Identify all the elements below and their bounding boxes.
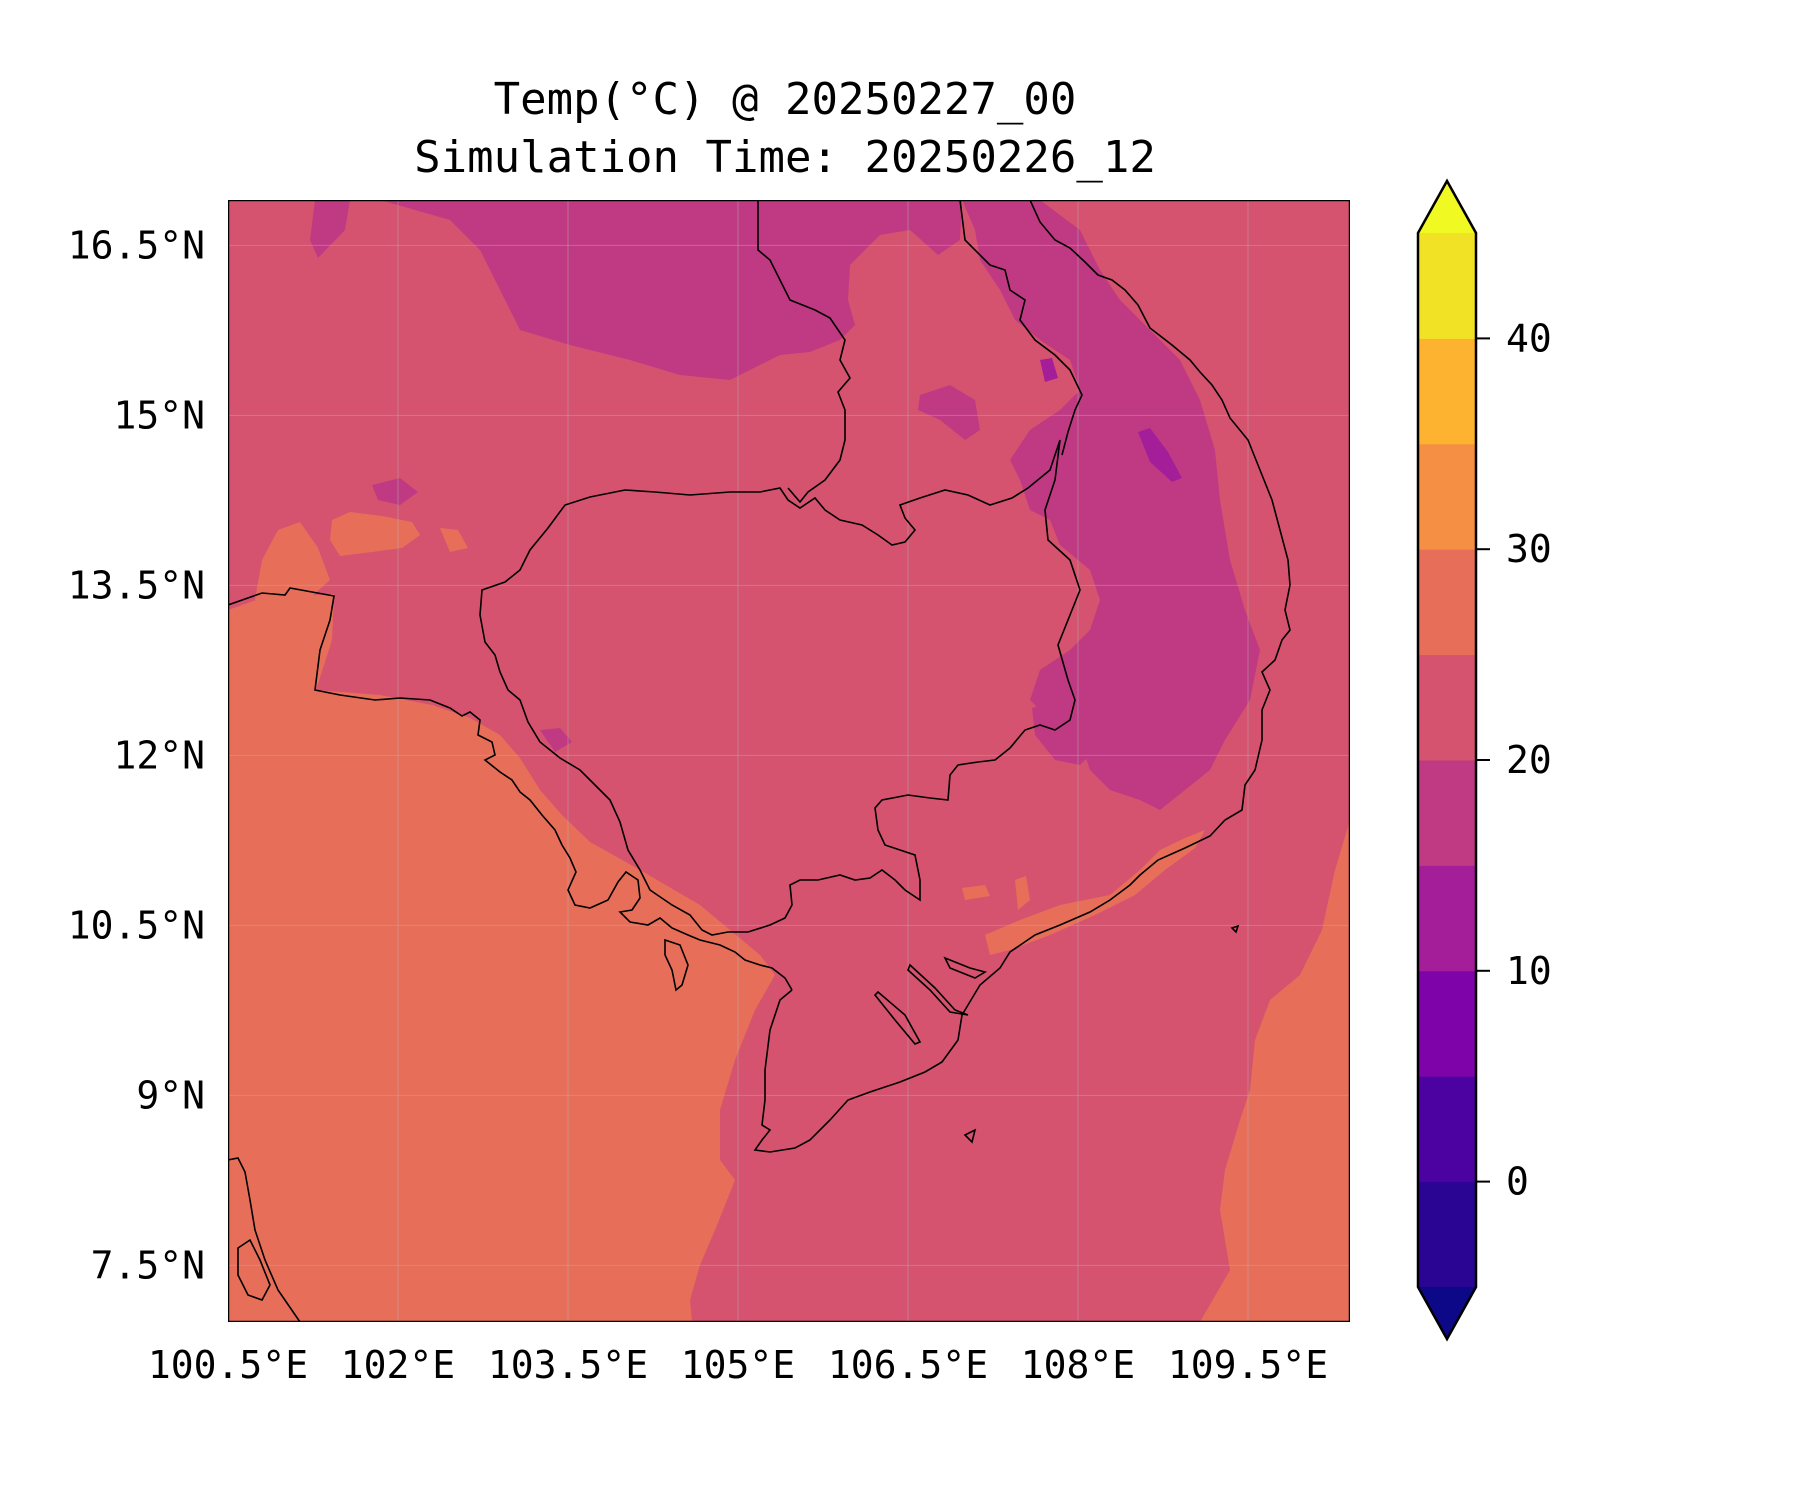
colorbar: 0 10 20 30 40: [1416, 178, 1552, 1342]
x-tick-labels: 100.5°E 102°E 103.5°E 105°E 106.5°E 108°E 109.…: [148, 1343, 1328, 1387]
colorbar-level-6: [1418, 549, 1476, 656]
colorbar-level-7: [1418, 443, 1476, 550]
cool-region-highlands: [962, 200, 1260, 810]
gridlines: [228, 200, 1350, 1322]
x-tick-label: 100.5°E: [148, 1343, 308, 1387]
border-cambodia: [479, 439, 1081, 936]
cool-region-north: [380, 200, 962, 380]
x-tick-label: 102°E: [341, 1343, 455, 1387]
warm-region-east-sea: [1200, 820, 1350, 1322]
mekong-delta-2: [907, 963, 969, 1016]
border-vietnam-laos: [959, 200, 1083, 456]
x-tick-label: 109.5°E: [1168, 1343, 1328, 1387]
colorbar-level-4: [1418, 760, 1476, 866]
warm-patch-2: [440, 528, 468, 552]
colorbar-tick-label: 40: [1506, 316, 1552, 360]
coast-thailand-gulf: [228, 587, 793, 991]
colorbar-outline: [1416, 178, 1478, 1342]
title-line-1: Temp(°C) @ 20250227_00: [494, 74, 1077, 125]
colorbar-level-2: [1418, 970, 1476, 1077]
warm-patch-4: [1015, 876, 1030, 910]
colorbar-level-3: [1418, 865, 1476, 972]
border-laos: [757, 200, 851, 504]
y-tick-label: 9°N: [136, 1073, 205, 1117]
colorbar-level-0: [1418, 1181, 1476, 1288]
y-tick-label: 13.5°N: [68, 563, 205, 607]
coast-malaysia: [228, 1157, 301, 1322]
cool-patch-1: [372, 478, 418, 505]
coastline-layer: [228, 200, 1291, 1322]
title-line-2: Simulation Time: 20250226_12: [414, 132, 1156, 183]
cold-peak-1: [1138, 428, 1182, 482]
colorbar-level-8: [1418, 338, 1476, 445]
colorbar-level-9: [1418, 233, 1476, 339]
cool-region-northwest: [310, 200, 350, 258]
island-kohtao: [237, 1238, 271, 1301]
island-phuquoc: [664, 938, 689, 992]
mekong-delta-1: [873, 990, 922, 1045]
y-tick-label: 7.5°N: [91, 1243, 205, 1287]
warm-region-thailand: [255, 522, 330, 600]
colorbar-extend-min: [1418, 1287, 1476, 1339]
y-tick-label: 10.5°N: [68, 903, 205, 947]
warm-region-coast-south: [985, 830, 1205, 955]
colorbar-tick-label: 20: [1506, 738, 1552, 782]
coast-vietnam: [753, 200, 1291, 1153]
warm-region-gulf: [228, 594, 775, 1322]
x-tick-label: 103.5°E: [488, 1343, 648, 1387]
temperature-map: [228, 200, 1350, 1322]
colorbar-level-5: [1418, 654, 1476, 761]
cool-patch-laos: [918, 385, 980, 440]
y-tick-label: 15°N: [113, 393, 205, 437]
cool-patch-2: [1032, 695, 1105, 765]
colorbar-tick-label: 30: [1506, 527, 1552, 571]
warm-patch-1: [330, 512, 420, 556]
mekong-delta-3: [943, 956, 988, 979]
island-small-2: [1230, 924, 1240, 934]
colorbar-tick-label: 0: [1506, 1160, 1529, 1204]
y-tick-label: 16.5°N: [68, 223, 205, 267]
colorbar-extend-max: [1418, 181, 1476, 233]
x-tick-label: 108°E: [1021, 1343, 1135, 1387]
cool-patch-3: [540, 728, 572, 752]
y-tick-labels: 7.5°N 9°N 10.5°N 12°N 13.5°N 15°N 16.5°N: [68, 223, 205, 1287]
warm-patch-3: [962, 885, 990, 900]
y-tick-label: 12°N: [113, 733, 205, 777]
x-tick-label: 105°E: [681, 1343, 795, 1387]
cold-peak-2: [1040, 358, 1058, 382]
island-small-1: [963, 1128, 977, 1144]
x-tick-label: 106.5°E: [828, 1343, 988, 1387]
colorbar-tick-label: 10: [1506, 949, 1552, 993]
colorbar-level-1: [1418, 1076, 1476, 1183]
